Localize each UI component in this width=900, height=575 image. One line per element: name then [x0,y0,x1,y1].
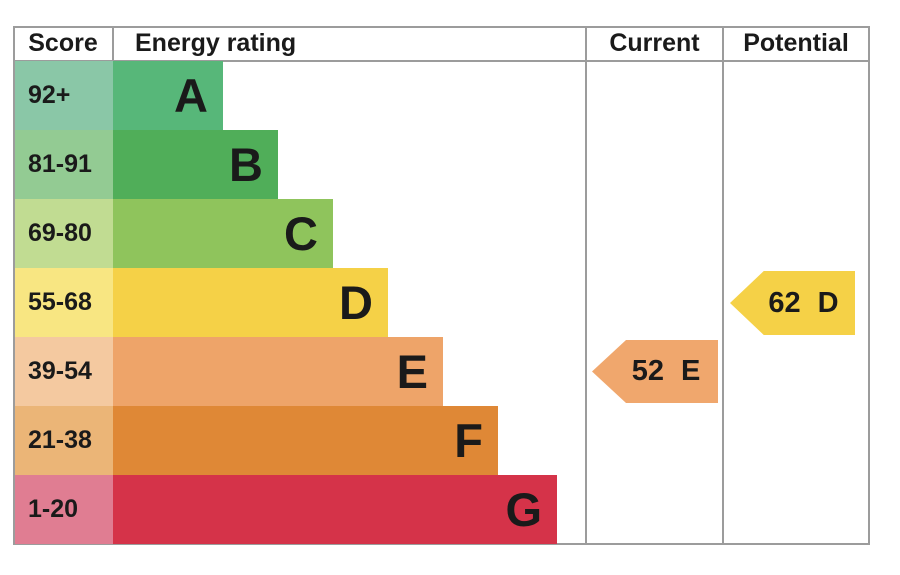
band-score-cell-d: 55-68 [15,268,113,337]
band-score-cell-f: 21-38 [15,406,113,475]
band-bar-c: C [113,199,333,268]
band-row-a: 92+ A [15,61,223,130]
current-rating-arrow: 52 E [592,340,718,403]
table-border-left [13,26,15,545]
current-rating-value: 52 [631,355,664,387]
current-column-divider [585,26,587,545]
band-score-label: 92+ [28,81,71,109]
potential-column-header: Potential [743,29,849,57]
band-bar-e: E [113,337,443,406]
band-letter-a: A [174,69,208,122]
energy-rating-header: Energy rating [135,29,297,57]
score-column-header: Score [28,29,98,57]
band-bar-g: G [113,475,557,544]
band-score-label: 21-38 [28,426,92,454]
table-border-bottom [13,543,870,545]
potential-rating-arrow: 62 D [730,271,855,335]
band-score-label: 81-91 [28,150,92,178]
potential-rating-value: 62 [768,286,801,319]
band-letter-d: D [339,276,373,329]
potential-rating-letter: D [817,286,839,319]
band-score-label: 1-20 [28,495,79,523]
band-score-cell-c: 69-80 [15,199,113,268]
potential-column-divider [722,26,724,545]
band-score-label: 55-68 [28,288,92,316]
band-bar-a: A [113,61,223,130]
band-letter-f: F [454,414,483,467]
band-bar-d: D [113,268,388,337]
band-score-label: 69-80 [28,219,92,247]
band-row-d: 55-68 D [15,268,388,337]
current-column-header: Current [609,29,700,57]
band-score-cell-b: 81-91 [15,130,113,199]
band-letter-c: C [284,207,318,260]
band-score-cell-a: 92+ [15,61,113,130]
header-divider [13,60,870,62]
band-row-e: 39-54 E [15,337,443,406]
table-border-top [13,26,870,28]
band-letter-b: B [229,138,263,191]
band-row-c: 69-80 C [15,199,333,268]
band-letter-e: E [396,345,428,398]
current-rating-letter: E [680,355,701,387]
band-score-cell-e: 39-54 [15,337,113,406]
band-row-g: 1-20 G [15,475,557,544]
score-column-divider [112,26,114,62]
band-bar-b: B [113,130,278,199]
band-score-label: 39-54 [28,357,92,385]
table-border-right [868,26,870,545]
band-score-cell-g: 1-20 [15,475,113,544]
band-row-b: 81-91 B [15,130,278,199]
band-row-f: 21-38 F [15,406,498,475]
band-bar-f: F [113,406,498,475]
band-letter-g: G [505,483,542,536]
